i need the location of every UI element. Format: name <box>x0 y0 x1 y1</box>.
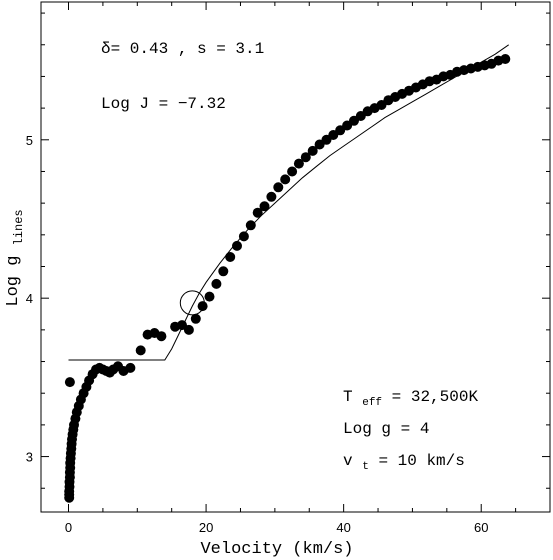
y-axis-label: Log g lines <box>4 209 26 306</box>
data-point <box>287 166 298 177</box>
annotation-vt: v t = 10 km/s <box>343 452 465 474</box>
data-point <box>225 252 236 262</box>
x-tick-label: 0 <box>65 520 72 535</box>
data-point <box>204 291 215 302</box>
x-tick-label: 60 <box>474 520 488 535</box>
data-point <box>183 324 194 335</box>
data-point <box>64 377 75 388</box>
data-point <box>125 362 136 373</box>
annotation-vt-sub: t <box>362 461 369 473</box>
data-point <box>259 201 270 212</box>
data-point <box>307 145 318 156</box>
data-point <box>500 54 511 64</box>
plot-frame <box>40 1 551 513</box>
annotation-logj: Log J = −7.32 <box>101 95 226 113</box>
data-point <box>238 231 249 242</box>
data-point <box>252 207 263 218</box>
data-point <box>232 240 242 251</box>
x-tick-label: 20 <box>199 520 213 535</box>
open-circle-marker <box>179 290 205 316</box>
y-tick-label: 4 <box>26 291 33 306</box>
y-axis-label-main: Log g <box>4 256 23 307</box>
model-curve <box>68 44 509 361</box>
data-point <box>293 158 304 169</box>
x-tick-label: 40 <box>336 520 350 535</box>
tick-labels: 0 20 40 60 3 4 5 <box>26 133 489 535</box>
data-point <box>156 331 167 342</box>
data-point <box>266 191 277 202</box>
annotation-teff-main: T <box>343 388 353 406</box>
data-point <box>135 345 146 356</box>
data-point <box>211 278 222 289</box>
series-layer <box>64 44 511 503</box>
data-point <box>300 152 311 163</box>
annotation-teff-value: = 32,500K <box>392 388 479 406</box>
annotation-delta-s: δ= 0.43 , s = 3.1 <box>101 40 264 58</box>
annotation-vt-value: = 10 km/s <box>378 452 464 470</box>
x-axis-label: Velocity (km/s) <box>200 540 353 559</box>
y-tick-label: 5 <box>26 133 33 148</box>
y-tick-label: 3 <box>26 450 33 465</box>
y-axis-label-sub: lines <box>12 209 26 245</box>
data-point <box>280 174 291 185</box>
data-point <box>218 266 229 277</box>
annotation-vt-main: v <box>343 452 353 470</box>
annotation-logg: Log g = 4 <box>343 420 429 438</box>
data-point <box>190 313 201 324</box>
data-point <box>245 220 256 231</box>
data-point <box>197 301 208 312</box>
annotation-teff-sub: eff <box>362 397 382 409</box>
annotation-teff: T eff = 32,500K <box>343 388 478 410</box>
data-point <box>273 182 284 193</box>
ticks <box>41 2 551 512</box>
